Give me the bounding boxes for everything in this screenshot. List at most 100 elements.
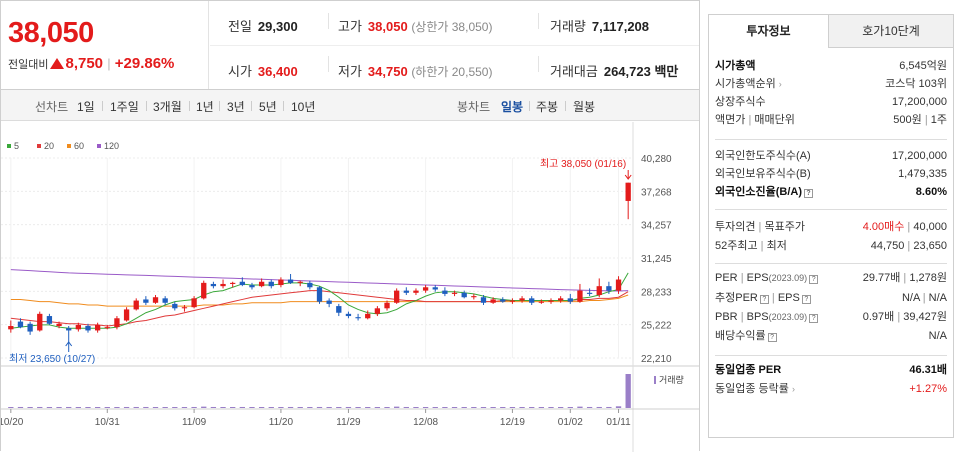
candle <box>422 287 429 291</box>
candle <box>461 292 467 298</box>
volume-bar <box>307 407 313 408</box>
x-tick-label: 11/20 <box>269 417 294 428</box>
volume-bar <box>17 406 24 408</box>
volume-label: 거래량 <box>659 374 684 385</box>
volume-bar <box>56 407 62 408</box>
price-header: 38,050 전일대비 8,750 | +29.86% 전일 29,300 고가 38… <box>1 1 699 90</box>
volume-bar <box>201 406 207 408</box>
candle <box>230 282 236 284</box>
period-1w[interactable]: 1주일 <box>110 100 139 114</box>
trade-amount: 거래대금 264,723 백만 <box>550 64 679 79</box>
legend-swatch-5 <box>7 144 11 148</box>
investment-info-panel: 투자정보 호가10단계 시가총액 6,545억원 시가총액순위 › 코스닥 103위… <box>708 14 954 438</box>
candle <box>586 292 593 294</box>
candle-weekly[interactable]: 주봉 <box>536 100 559 114</box>
candle <box>500 299 506 302</box>
volume-bar <box>345 406 352 408</box>
volume-bar <box>114 407 120 408</box>
x-tick-label: 11/29 <box>336 417 361 428</box>
y-tick-label: 40,280 <box>641 154 672 165</box>
period-3m[interactable]: 3개월 <box>153 100 182 114</box>
volume-bar <box>230 407 236 408</box>
volume-bar <box>490 407 496 408</box>
volume-bar <box>442 407 448 408</box>
period-1d[interactable]: 1일 <box>77 100 95 114</box>
help-icon[interactable]: ? <box>801 295 811 304</box>
tab-investment-info[interactable]: 투자정보 <box>709 15 829 48</box>
y-tick-label: 37,268 <box>641 187 672 198</box>
volume: 거래량 7,117,208 <box>550 19 650 34</box>
help-icon[interactable]: ? <box>804 189 813 198</box>
period-5y[interactable]: 5년 <box>259 100 277 114</box>
candle <box>365 313 371 319</box>
peer-rate-row[interactable]: 동일업종 등락률 › +1.27% <box>715 383 947 395</box>
candle-monthly[interactable]: 월봉 <box>573 100 596 114</box>
volume-bar <box>191 406 197 408</box>
candle <box>307 282 313 288</box>
market-cap-row: 시가총액 6,545억원 <box>715 60 947 72</box>
foreign-ratio-row: 외국인소진율(B/A)? 8.60% <box>715 186 947 198</box>
period-10y[interactable]: 10년 <box>291 100 316 114</box>
volume-bar <box>577 406 583 408</box>
volume-bar <box>606 406 612 408</box>
candle <box>172 303 178 309</box>
candle <box>625 182 631 201</box>
x-tick-label: 01/02 <box>558 417 583 428</box>
help-icon[interactable]: ? <box>767 333 777 342</box>
candlestick-chart-svg[interactable]: 5 20 60 120 40,280 37,268 34,257 31,245 28,233 25… <box>1 122 699 452</box>
volume-bar <box>596 406 602 408</box>
market-cap-rank-row[interactable]: 시가총액순위 › 코스닥 103위 <box>715 78 947 90</box>
volume-bar <box>355 407 361 408</box>
volume-bar <box>152 407 159 408</box>
tab-orderbook-10[interactable]: 호가10단계 <box>829 15 953 48</box>
candle <box>615 279 622 291</box>
help-icon[interactable]: ? <box>759 295 769 304</box>
foreign-hold-row: 외국인보유주식수(B) 1,479,335 <box>715 168 947 180</box>
candle-daily[interactable]: 일봉 <box>501 100 524 114</box>
candle <box>278 279 284 286</box>
period-3y[interactable]: 3년 <box>227 100 245 114</box>
volume-bar <box>297 407 303 408</box>
candle <box>268 281 274 287</box>
volume-bar <box>529 407 535 408</box>
candle <box>220 283 226 287</box>
candle <box>577 290 583 302</box>
period-1y[interactable]: 1년 <box>196 100 214 114</box>
volume-bar <box>365 407 371 408</box>
candle <box>480 297 487 303</box>
change-separator: | <box>107 56 111 71</box>
candle <box>538 301 545 303</box>
volume-bar <box>258 407 265 408</box>
price-chart[interactable]: 5 20 60 120 40,280 37,268 34,257 31,245 28,233 25… <box>1 122 699 452</box>
candle <box>567 298 573 302</box>
volume-bar <box>403 406 409 408</box>
opinion-target-row: 투자의견 | 목표주가 4.00매수 | 40,000 <box>715 221 947 233</box>
x-tick-label: 10/20 <box>1 417 24 428</box>
peer-per-row: 동일업종 PER 46.31배 <box>715 364 947 376</box>
help-icon[interactable]: ? <box>809 275 819 284</box>
candle <box>249 285 255 288</box>
volume-bar <box>27 407 33 408</box>
candle <box>210 283 217 287</box>
dividend-row: 배당수익률? N/A <box>715 330 947 342</box>
candle <box>46 316 53 324</box>
volume-bar <box>625 374 631 408</box>
candle <box>201 282 207 299</box>
volume-bar <box>239 406 245 408</box>
candle <box>413 290 419 293</box>
help-icon[interactable]: ? <box>809 314 819 323</box>
candle-chart-label: 봉차트 <box>457 100 491 114</box>
candle <box>17 321 24 328</box>
volume-bar <box>413 407 419 408</box>
volume-bar <box>220 407 226 408</box>
volume-bar <box>85 407 91 408</box>
candle <box>133 300 139 310</box>
candle <box>326 300 332 304</box>
volume-bar <box>181 407 188 408</box>
volume-bar <box>8 407 14 408</box>
listed-shares-row: 상장주식수 17,200,000 <box>715 96 947 108</box>
candle <box>143 299 149 303</box>
candle <box>123 309 130 321</box>
candle <box>258 281 265 287</box>
candle <box>519 298 525 301</box>
